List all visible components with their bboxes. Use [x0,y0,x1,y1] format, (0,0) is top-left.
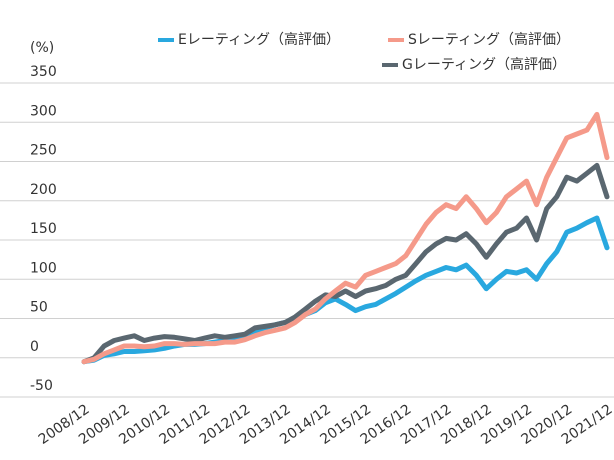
y-axis-label: (%) [30,40,54,56]
series-line [81,162,610,365]
series-line [81,111,610,365]
legend-label: Eレーティング（高評価） [178,31,340,48]
y-tick-label: 0 [30,339,39,355]
y-tick-label: 100 [30,260,57,276]
legend-label: Sレーティング（高評価） [408,31,570,48]
y-tick-label: 250 [30,143,57,159]
y-tick-label: 50 [30,300,48,316]
legend-label: Gレーティング（高評価） [402,56,566,73]
y-tick-label: 350 [30,64,57,80]
series-line [81,215,610,365]
y-tick-label: 150 [30,221,57,237]
y-tick-label: 200 [30,182,57,198]
y-tick-label: 300 [30,103,57,119]
y-tick-label: -50 [30,378,53,394]
